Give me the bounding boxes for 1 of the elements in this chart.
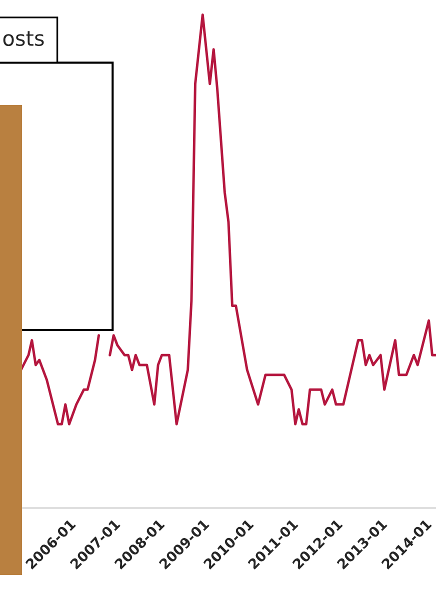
annotation: osts [3,31,44,46]
